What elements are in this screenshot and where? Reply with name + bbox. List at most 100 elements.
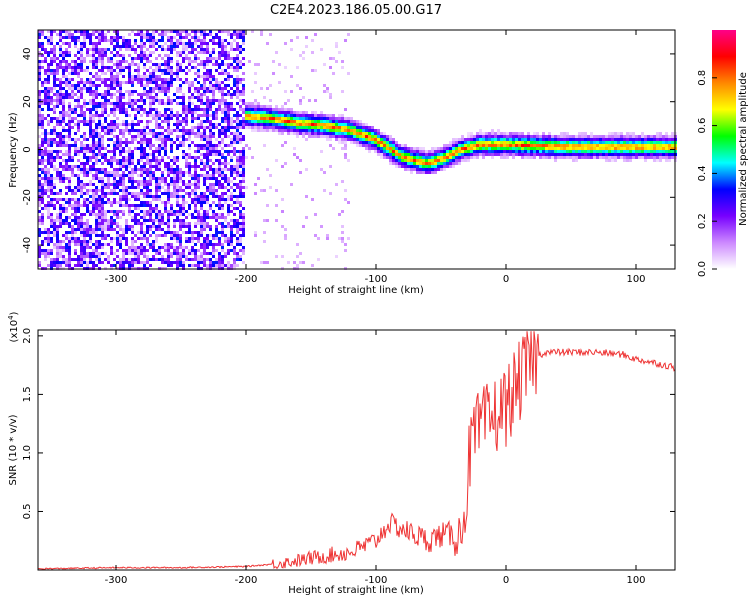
spectrogram-cell	[149, 75, 152, 78]
spectrogram-cell	[113, 54, 116, 57]
spectrogram-cell	[146, 39, 149, 42]
spectrogram-cell	[95, 147, 98, 150]
spectrogram-cell	[467, 138, 470, 141]
spectrogram-cell	[167, 108, 170, 111]
spectrogram-cell	[68, 159, 71, 162]
spectrogram-cell	[299, 87, 302, 90]
spectrogram-cell	[221, 93, 224, 96]
spectrogram-cell	[44, 96, 47, 99]
spectrogram-cell	[185, 45, 188, 48]
spectrogram-cell	[629, 135, 632, 138]
spectrogram-cell	[254, 126, 257, 129]
spectrogram-cell	[38, 90, 41, 93]
spectrogram-cell	[599, 135, 602, 138]
spectrogram-cell	[128, 105, 131, 108]
spectrogram-cell	[98, 195, 101, 198]
spectrogram-cell	[62, 81, 65, 84]
spectrogram-cell	[152, 219, 155, 222]
spectrogram-cell	[437, 159, 440, 162]
spectrogram-cell	[65, 36, 68, 39]
spectrogram-cell	[38, 222, 41, 225]
spectrogram-cell	[92, 105, 95, 108]
spectrogram-cell	[125, 48, 128, 51]
spectrogram-cell	[536, 147, 539, 150]
spectrogram-cell	[101, 192, 104, 195]
spectrogram-cell	[140, 156, 143, 159]
spectrogram-cell	[440, 165, 443, 168]
spectrogram-cell	[158, 168, 161, 171]
spectrogram-cell	[92, 57, 95, 60]
spectrogram-cell	[83, 36, 86, 39]
spectrogram-cell	[521, 141, 524, 144]
spectrogram-cell	[239, 63, 242, 66]
spectrogram-cell	[176, 258, 179, 261]
spectrogram-cell	[647, 141, 650, 144]
spectrogram-cell	[107, 30, 110, 33]
spectrogram-cell	[125, 249, 128, 252]
spectrogram-cell	[104, 78, 107, 81]
spectrogram-cell	[218, 81, 221, 84]
spectrogram-cell	[188, 132, 191, 135]
spectrogram-cell	[74, 147, 77, 150]
spectrogram-cell	[617, 156, 620, 159]
spectrogram-cell	[206, 171, 209, 174]
spectrogram-cell	[101, 237, 104, 240]
spectrogram-cell	[629, 141, 632, 144]
spectrogram-cell	[524, 141, 527, 144]
spectrogram-cell	[548, 147, 551, 150]
spectrogram-cell	[203, 219, 206, 222]
spectrogram-cell	[71, 60, 74, 63]
spectrogram-cell	[119, 105, 122, 108]
spectrogram-cell	[206, 105, 209, 108]
spectrogram-cell	[122, 135, 125, 138]
spectrogram-cell	[122, 162, 125, 165]
spectrogram-cell	[98, 51, 101, 54]
spectrogram-cell	[119, 108, 122, 111]
spectrogram-cell	[53, 192, 56, 195]
spectrogram-cell	[266, 120, 269, 123]
spectrogram-cell	[194, 42, 197, 45]
spectrogram-cell	[569, 153, 572, 156]
spectrogram-cell	[257, 117, 260, 120]
spectrogram-cell	[80, 69, 83, 72]
spectrogram-cell	[155, 39, 158, 42]
spectrogram-cell	[146, 141, 149, 144]
spectrogram-cell	[233, 114, 236, 117]
spectrogram-cell	[179, 213, 182, 216]
spectrogram-cell	[194, 174, 197, 177]
spectrogram-cell	[98, 78, 101, 81]
spectrogram-cell	[347, 117, 350, 120]
spectrogram-cell	[422, 150, 425, 153]
spectrogram-cell	[179, 84, 182, 87]
spectrogram-cell	[110, 60, 113, 63]
spectrogram-cell	[80, 141, 83, 144]
spectrogram-cell	[467, 135, 470, 138]
spectrogram-cell	[170, 36, 173, 39]
spectrogram-cell	[47, 108, 50, 111]
spectrogram-cell	[557, 141, 560, 144]
spectrogram-cell	[158, 198, 161, 201]
spectrogram-cell	[155, 180, 158, 183]
spectrogram-cell	[140, 84, 143, 87]
spectrogram-cell	[86, 102, 89, 105]
spectrogram-cell	[206, 225, 209, 228]
spectrogram-cell	[59, 141, 62, 144]
spectrogram-cell	[68, 123, 71, 126]
spectrogram-cell	[80, 216, 83, 219]
spectrogram-cell	[224, 102, 227, 105]
spectrogram-cell	[176, 240, 179, 243]
spectrogram-cell	[203, 75, 206, 78]
spectrogram-cell	[500, 138, 503, 141]
spectrogram-cell	[209, 177, 212, 180]
spectrogram-cell	[80, 195, 83, 198]
spectrogram-cell	[131, 90, 134, 93]
spectrogram-cell	[116, 159, 119, 162]
spectrogram-cell	[212, 237, 215, 240]
spectrogram-cell	[224, 234, 227, 237]
spectrogram-cell	[86, 33, 89, 36]
spectrogram-cell	[485, 138, 488, 141]
spectrogram-cell	[221, 60, 224, 63]
spectrogram-cell	[77, 153, 80, 156]
spectrogram-cell	[662, 141, 665, 144]
spectrogram-cell	[242, 195, 245, 198]
